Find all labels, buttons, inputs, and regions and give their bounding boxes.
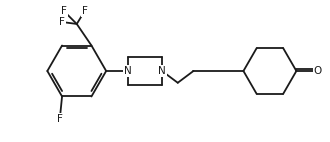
Text: O: O xyxy=(314,66,322,76)
Text: F: F xyxy=(61,6,67,16)
Text: F: F xyxy=(82,6,87,16)
Text: N: N xyxy=(124,66,132,76)
Text: F: F xyxy=(59,17,65,27)
Text: N: N xyxy=(158,66,166,76)
Text: F: F xyxy=(57,114,63,124)
